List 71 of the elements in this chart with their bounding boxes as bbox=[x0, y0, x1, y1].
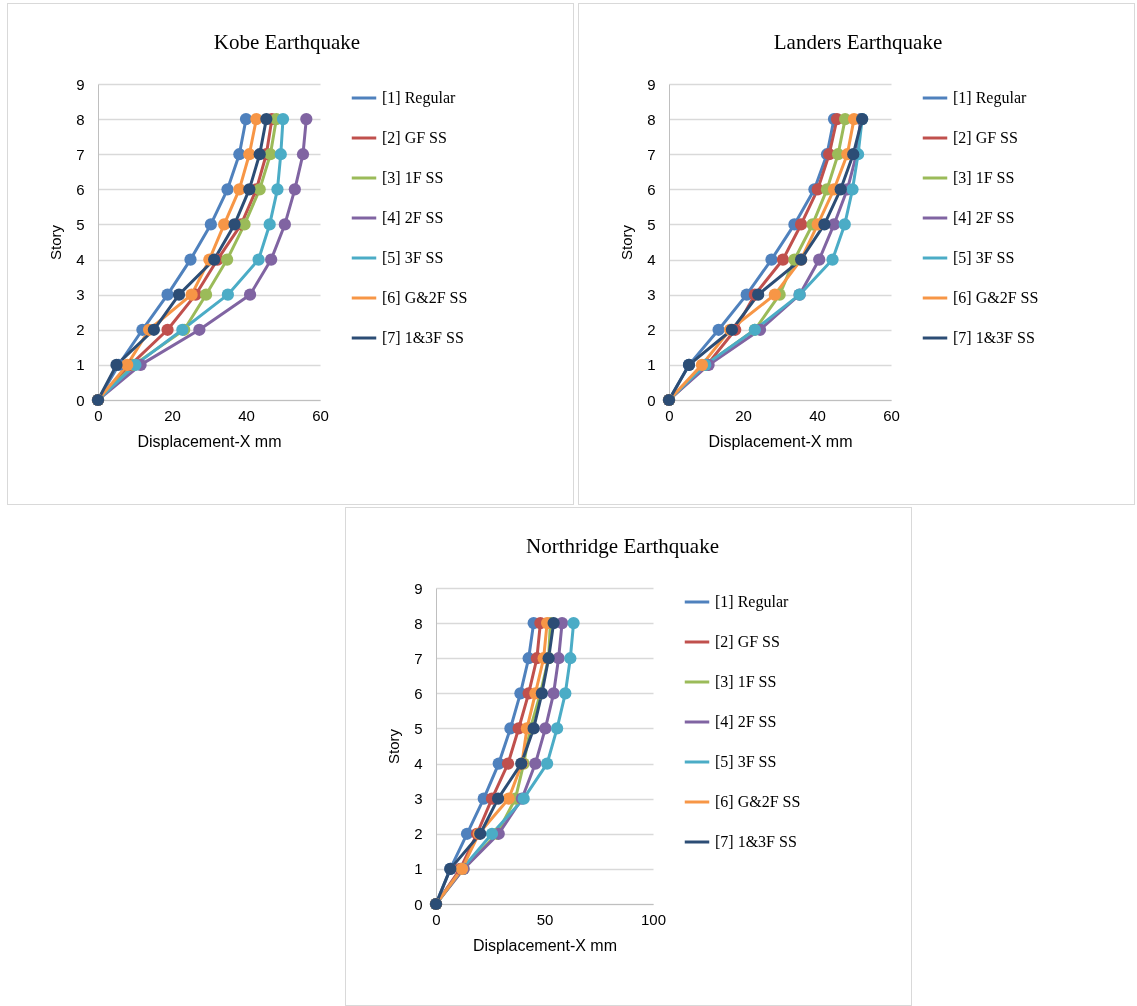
legend-label: [2] GF SS bbox=[953, 129, 1018, 146]
x-axis-title: Displacement-X mm bbox=[472, 936, 618, 954]
x-axis-title: Displacement-X mm bbox=[137, 432, 282, 450]
y-tick-label: 9 bbox=[76, 75, 85, 93]
x-tick-label: 50 bbox=[536, 910, 554, 928]
legend-label: [1] Regular bbox=[715, 593, 789, 611]
y-tick-label: 0 bbox=[414, 895, 423, 913]
y-tick-label: 5 bbox=[76, 215, 85, 233]
x-tick-label: 60 bbox=[883, 406, 900, 424]
y-tick-label: 0 bbox=[647, 391, 656, 409]
y-tick-label: 8 bbox=[414, 614, 423, 632]
y-tick-label: 7 bbox=[647, 145, 656, 163]
x-tick-label: 20 bbox=[735, 406, 752, 424]
y-tick-label: 1 bbox=[76, 356, 85, 374]
y-tick-label: 5 bbox=[414, 719, 423, 737]
y-tick-label: 0 bbox=[76, 391, 85, 409]
legend-label: [4] 2F SS bbox=[953, 209, 1015, 226]
y-tick-label: 1 bbox=[647, 356, 656, 374]
legend-label: [2] GF SS bbox=[382, 129, 447, 146]
legend-label: [7] 1&3F SS bbox=[715, 833, 797, 850]
y-tick-label: 3 bbox=[76, 286, 85, 304]
legend-label: [6] G&2F SS bbox=[953, 289, 1039, 306]
legend-label: [2] GF SS bbox=[715, 633, 780, 650]
y-axis-title: Story bbox=[618, 224, 636, 261]
y-tick-label: 1 bbox=[414, 860, 423, 878]
legend-label: [1] Regular bbox=[382, 89, 456, 107]
x-tick-label: 0 bbox=[665, 406, 674, 424]
x-tick-label: 100 bbox=[640, 910, 667, 928]
y-tick-label: 4 bbox=[647, 251, 656, 269]
y-axis-title: Story bbox=[385, 728, 403, 765]
legend-label: [5] 3F SS bbox=[953, 249, 1015, 266]
chart-title: Northridge Earthquake bbox=[525, 534, 720, 558]
chart-title: Landers Earthquake bbox=[773, 30, 943, 54]
y-tick-label: 6 bbox=[647, 180, 656, 198]
y-tick-label: 8 bbox=[647, 110, 656, 128]
y-tick-label: 5 bbox=[647, 215, 656, 233]
legend-label: [6] G&2F SS bbox=[382, 289, 468, 306]
x-tick-label: 60 bbox=[312, 406, 329, 424]
x-tick-label: 0 bbox=[94, 406, 103, 424]
legend-label: [6] G&2F SS bbox=[715, 793, 801, 810]
legend-label: [3] 1F SS bbox=[715, 673, 777, 690]
x-tick-label: 20 bbox=[164, 406, 181, 424]
y-tick-label: 3 bbox=[414, 790, 423, 808]
legend-label: [3] 1F SS bbox=[953, 169, 1015, 186]
x-axis-title: Displacement-X mm bbox=[708, 432, 853, 450]
y-tick-label: 7 bbox=[414, 649, 423, 667]
legend-label: [5] 3F SS bbox=[382, 249, 444, 266]
y-tick-label: 4 bbox=[414, 755, 423, 773]
legend-label: [5] 3F SS bbox=[715, 753, 777, 770]
legend-label: [7] 1&3F SS bbox=[953, 329, 1035, 346]
y-tick-label: 2 bbox=[414, 825, 423, 843]
y-tick-label: 3 bbox=[647, 286, 656, 304]
x-tick-label: 40 bbox=[238, 406, 255, 424]
y-tick-label: 2 bbox=[647, 321, 656, 339]
y-tick-label: 9 bbox=[647, 75, 656, 93]
y-tick-label: 7 bbox=[76, 145, 85, 163]
y-axis-title: Story bbox=[47, 224, 65, 261]
legend-label: [3] 1F SS bbox=[382, 169, 444, 186]
y-tick-label: 9 bbox=[414, 579, 423, 597]
y-tick-label: 8 bbox=[76, 110, 85, 128]
legend-label: [4] 2F SS bbox=[715, 713, 777, 730]
legend-label: [4] 2F SS bbox=[382, 209, 444, 226]
y-tick-label: 4 bbox=[76, 251, 85, 269]
y-tick-label: 2 bbox=[76, 321, 85, 339]
y-tick-label: 6 bbox=[76, 180, 85, 198]
chart-title: Kobe Earthquake bbox=[213, 30, 361, 54]
legend-label: [7] 1&3F SS bbox=[382, 329, 464, 346]
x-tick-label: 40 bbox=[809, 406, 826, 424]
x-tick-label: 0 bbox=[432, 910, 441, 928]
y-tick-label: 6 bbox=[414, 684, 423, 702]
legend-label: [1] Regular bbox=[953, 89, 1027, 107]
